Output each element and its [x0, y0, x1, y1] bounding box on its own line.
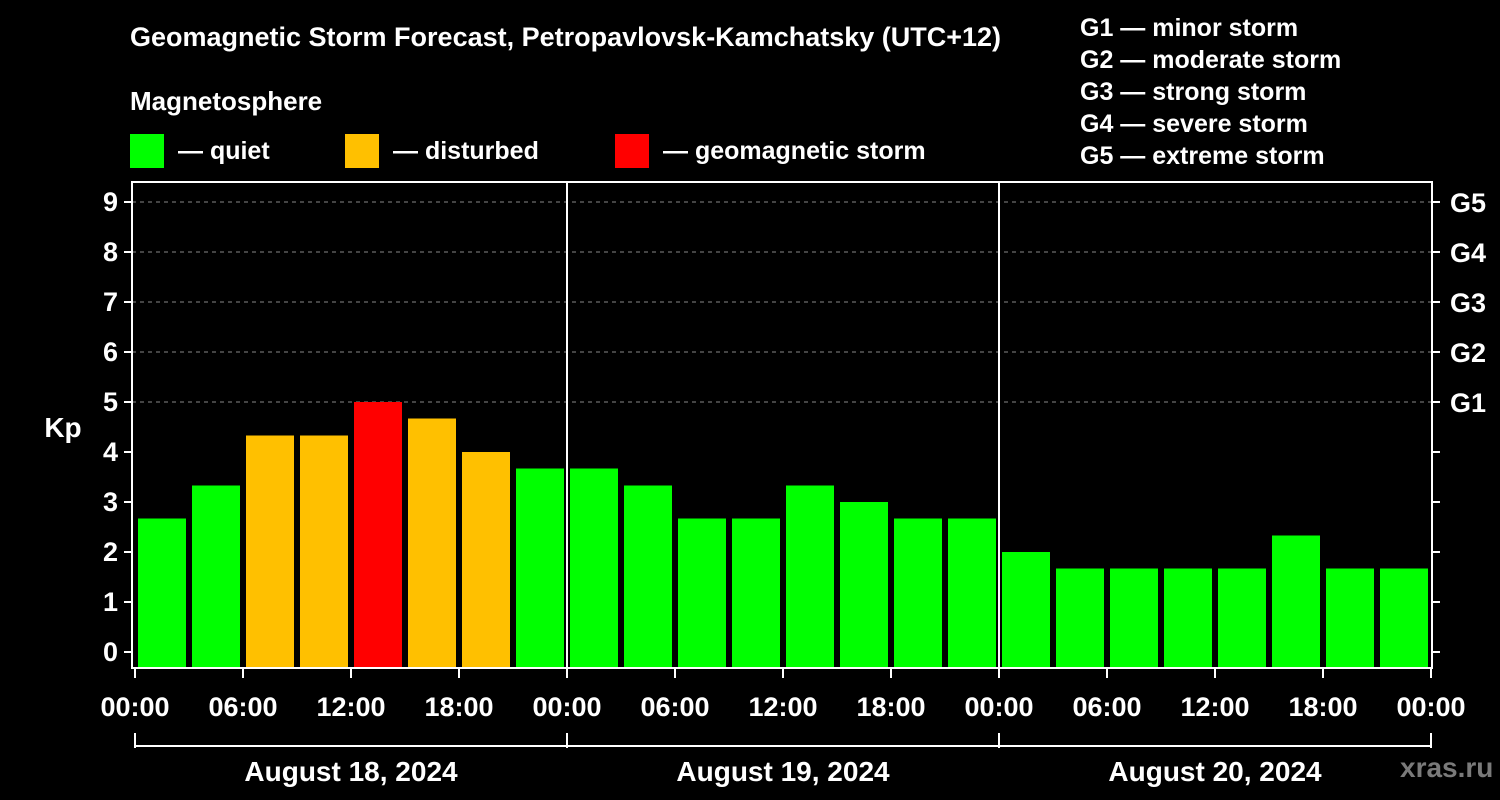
x-tick-label-9: 06:00: [1072, 692, 1141, 722]
y-tick-label-2: 2: [103, 537, 118, 567]
bar-16: [1002, 552, 1050, 668]
chart-subtitle: Magnetosphere: [130, 86, 323, 116]
y-tick-label-4: 4: [103, 437, 118, 467]
axes: [124, 181, 1440, 748]
y-axis-label: Kp: [44, 412, 81, 443]
grid-lines: [132, 201, 1432, 403]
bar-22: [1326, 568, 1374, 668]
x-tick-label-5: 06:00: [640, 692, 709, 722]
day-label-0: August 18, 2024: [244, 756, 458, 787]
storm-level-g1: G1 — minor storm: [1080, 14, 1299, 42]
x-tick-label-2: 12:00: [316, 692, 385, 722]
legend-label-disturbed: — disturbed: [393, 136, 539, 165]
legend-item-disturbed: — disturbed: [345, 134, 539, 168]
bar-0: [138, 518, 186, 668]
g-level-label-2: G3: [1450, 288, 1486, 318]
bar-11: [732, 518, 780, 668]
y-tick-label-3: 3: [103, 487, 118, 517]
bar-12: [786, 485, 834, 668]
x-tick-label-7: 18:00: [856, 692, 925, 722]
storm-level-g2: G2 — moderate storm: [1080, 46, 1342, 74]
bar-15: [948, 518, 996, 668]
storm-level-g4: G4 — severe storm: [1080, 110, 1308, 138]
x-tick-label-3: 18:00: [424, 692, 493, 722]
legend-swatch-storm: [615, 134, 649, 168]
storm-level-list: G1 — minor storm G2 — moderate storm G3 …: [1080, 12, 1341, 172]
y-tick-label-9: 9: [103, 187, 118, 217]
y-tick-label-1: 1: [103, 587, 118, 617]
bar-18: [1110, 568, 1158, 668]
legend-swatch-quiet: [130, 134, 164, 168]
bar-series: [138, 402, 1428, 668]
y-tick-label-5: 5: [103, 387, 118, 417]
storm-level-g3: G3 — strong storm: [1080, 78, 1307, 106]
y-tick-label-7: 7: [103, 287, 118, 317]
bar-19: [1164, 568, 1212, 668]
bar-9: [624, 485, 672, 668]
x-tick-label-12: 00:00: [1396, 692, 1465, 722]
bar-14: [894, 518, 942, 668]
bar-1: [192, 485, 240, 668]
g-level-label-4: G5: [1450, 188, 1486, 218]
y-tick-label-6: 6: [103, 337, 118, 367]
bar-21: [1272, 535, 1320, 668]
y-tick-label-0: 0: [103, 637, 118, 667]
g-level-label-0: G1: [1450, 388, 1486, 418]
y-tick-label-8: 8: [103, 237, 118, 267]
x-tick-label-4: 00:00: [532, 692, 601, 722]
bar-20: [1218, 568, 1266, 668]
day-label-2: August 20, 2024: [1108, 756, 1322, 787]
chart-title: Geomagnetic Storm Forecast, Petropavlovs…: [130, 22, 1002, 52]
bar-3: [300, 435, 348, 668]
bar-23: [1380, 568, 1428, 668]
bar-8: [570, 468, 618, 668]
bar-6: [462, 452, 510, 668]
legend-item-quiet: — quiet: [130, 134, 270, 168]
bar-7: [516, 468, 564, 668]
x-tick-label-8: 00:00: [964, 692, 1033, 722]
x-tick-label-6: 12:00: [748, 692, 817, 722]
day-label-1: August 19, 2024: [676, 756, 890, 787]
bar-2: [246, 435, 294, 668]
x-tick-label-10: 12:00: [1180, 692, 1249, 722]
x-tick-label-11: 18:00: [1288, 692, 1357, 722]
axis-labels: 0 1 2 3 4 5 6 7 8 9 G1 G2 G3 G4 G5 00:00 06:00 12:00 18:00…: [100, 187, 1486, 787]
watermark: xras.ru: [1400, 752, 1494, 783]
g-level-label-1: G2: [1450, 338, 1486, 368]
legend-label-quiet: — quiet: [178, 136, 270, 165]
bar-17: [1056, 568, 1104, 668]
x-tick-label-1: 06:00: [208, 692, 277, 722]
x-tick-label-0: 00:00: [100, 692, 169, 722]
legend-label-storm: — geomagnetic storm: [663, 136, 926, 165]
bar-4: [354, 402, 402, 668]
bar-13: [840, 502, 888, 668]
g-level-label-3: G4: [1450, 238, 1486, 268]
bar-5: [408, 418, 456, 668]
legend-item-storm: — geomagnetic storm: [615, 134, 926, 168]
bar-10: [678, 518, 726, 668]
storm-level-g5: G5 — extreme storm: [1080, 142, 1325, 170]
legend-swatch-disturbed: [345, 134, 379, 168]
